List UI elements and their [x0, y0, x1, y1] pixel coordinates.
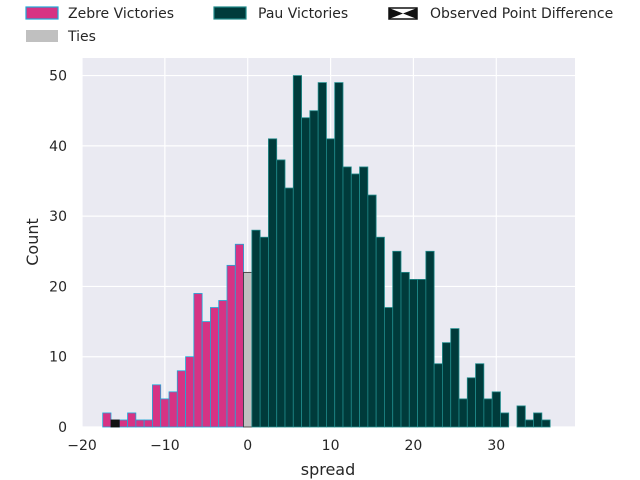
pau-bar	[458, 398, 468, 428]
pau-bar	[309, 110, 319, 428]
y-tick-label: 10	[49, 350, 67, 366]
pau-bar	[317, 82, 327, 428]
zebre-bar	[143, 419, 153, 428]
zebre-bar	[102, 412, 112, 428]
zebre-bar	[193, 293, 203, 428]
pau-bar	[284, 187, 294, 428]
tick-labels: −20 −10 0 10 20 30 0 10 20 30 40 50	[49, 69, 505, 454]
zebre-bar	[127, 412, 137, 428]
zebre-bar	[168, 391, 178, 428]
zebre-bar	[176, 370, 186, 428]
pau-bar	[425, 250, 435, 428]
pau-bar	[408, 278, 418, 428]
y-tick-label: 20	[49, 279, 67, 295]
zebre-bar	[201, 321, 211, 428]
pau-bar	[292, 75, 302, 428]
legend-label-observed: Observed Point Difference	[430, 6, 613, 22]
pau-bar	[491, 391, 501, 428]
pau-bar	[442, 342, 452, 428]
legend-swatch-ties	[26, 30, 58, 42]
zebre-bar	[218, 300, 228, 428]
pau-bar	[524, 419, 534, 428]
observed-point-difference-bar	[110, 419, 120, 428]
y-tick-label: 0	[58, 420, 67, 436]
pau-bar	[334, 82, 344, 428]
legend-swatch-observed	[388, 7, 418, 20]
pau-bar	[433, 363, 443, 428]
x-tick-label: 20	[405, 438, 423, 454]
zebre-bar	[210, 307, 220, 428]
legend-swatch-zebre	[25, 6, 59, 20]
x-axis-title: spread	[301, 460, 356, 479]
pau-bar	[516, 405, 526, 428]
y-tick-label: 50	[49, 69, 67, 85]
x-tick-label: 30	[487, 438, 505, 454]
pau-bar	[359, 166, 369, 428]
pau-bar	[326, 138, 336, 428]
pau-bar	[350, 173, 360, 428]
legend-label-pau: Pau Victories	[258, 6, 348, 22]
pau-bar	[384, 307, 394, 428]
pau-bar	[450, 328, 460, 428]
pau-bar	[533, 412, 543, 428]
pau-bar	[375, 236, 385, 428]
y-axis-title: Count	[23, 218, 42, 266]
legend-label-ties: Ties	[67, 29, 96, 45]
zebre-bar	[226, 264, 236, 428]
zebre-bar	[152, 384, 162, 428]
x-tick-label: 10	[322, 438, 340, 454]
y-tick-label: 30	[49, 209, 67, 225]
ties-bar	[243, 271, 253, 428]
zebre-bar	[118, 419, 128, 428]
pau-bar	[268, 138, 278, 428]
pau-bar	[400, 271, 410, 428]
x-tick-label: −20	[67, 438, 97, 454]
y-tick-label: 40	[49, 139, 67, 155]
pau-bar	[500, 412, 510, 428]
zebre-bar	[160, 398, 170, 428]
zebre-bar	[234, 243, 244, 428]
legend: Zebre Victories Pau Victories Observed P…	[25, 6, 613, 45]
legend-swatch-pau	[213, 6, 247, 20]
pau-bar	[466, 377, 476, 428]
pau-bar	[417, 278, 427, 428]
pau-bar	[483, 398, 493, 428]
pau-bar	[541, 419, 551, 428]
pau-bar	[342, 166, 352, 428]
x-tick-label: −10	[150, 438, 180, 454]
zebre-bar	[185, 356, 195, 428]
pau-bar	[475, 363, 485, 428]
bars	[102, 75, 551, 428]
pau-bar	[259, 236, 269, 428]
pau-bar	[276, 159, 286, 428]
x-tick-label: 0	[243, 438, 252, 454]
pau-bar	[301, 117, 311, 428]
legend-label-zebre: Zebre Victories	[68, 6, 174, 22]
pau-bar	[251, 229, 261, 428]
pau-bar	[367, 194, 377, 428]
zebre-bar	[135, 419, 145, 428]
pau-bar	[392, 250, 402, 428]
